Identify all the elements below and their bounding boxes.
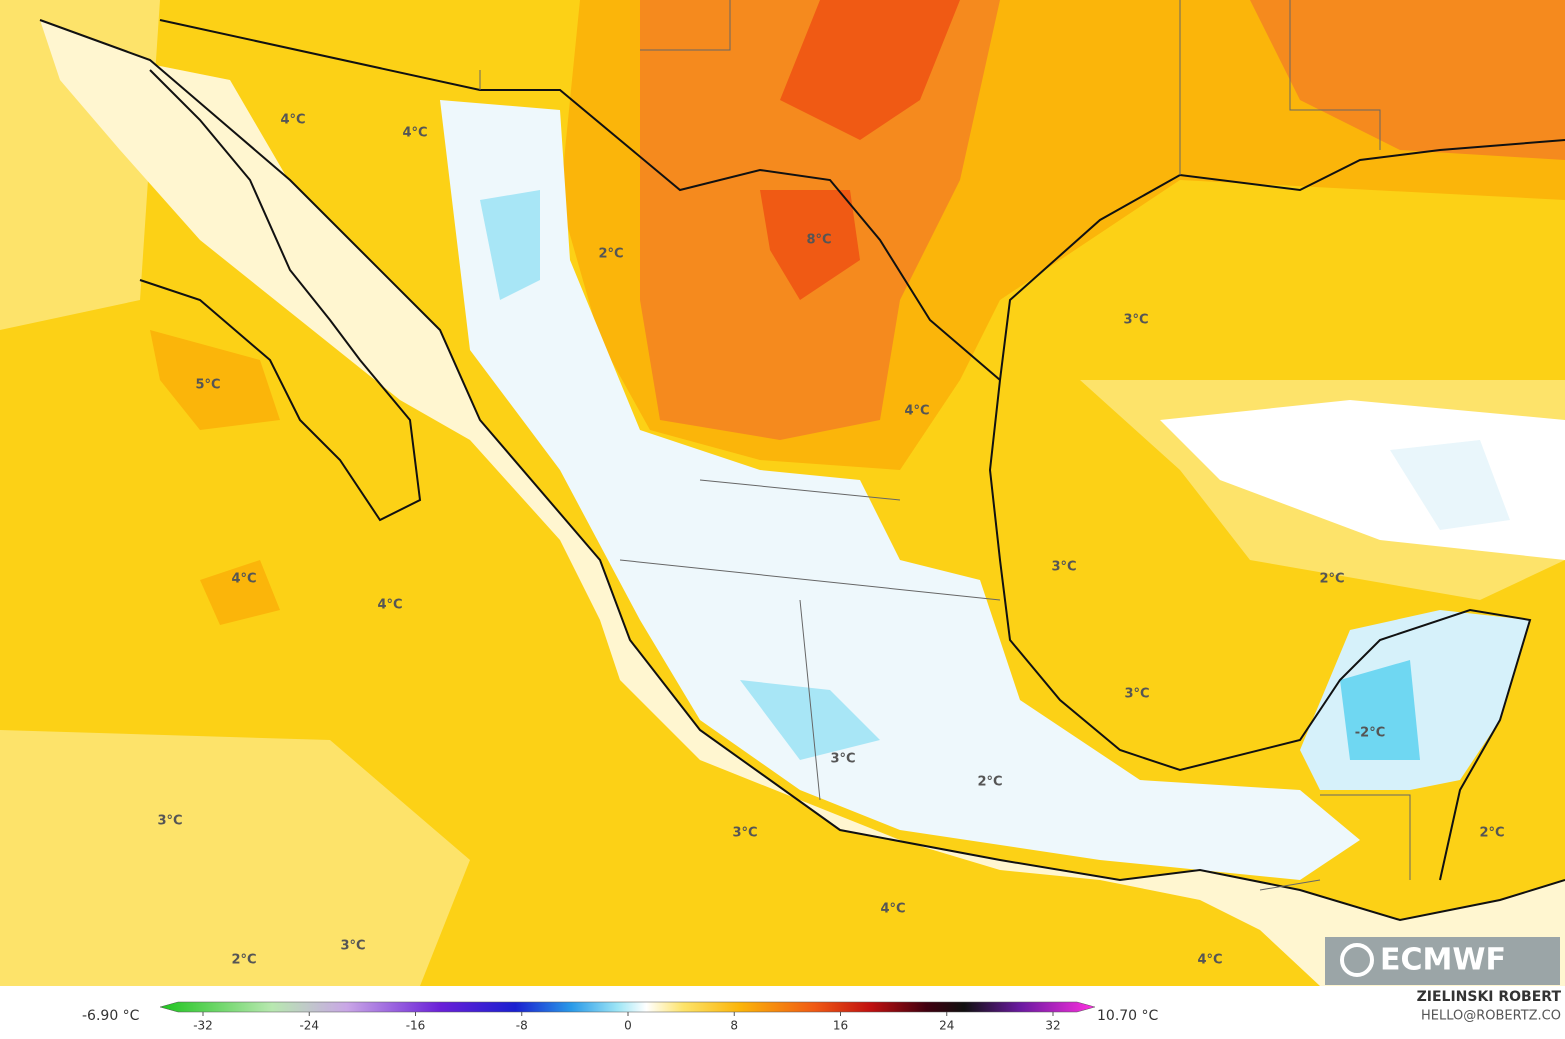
colorbar-tick-label: 8 [730,1019,738,1033]
contact: HELLO@ROBERTZ.CO [1421,1009,1561,1024]
map-labels: 4°C 4°C 2°C 8°C 3°C 5°C 4°C 3°C 2°C 4°C 4°C 3°C -2°C… [157,113,1504,968]
temperature-label: 3°C [340,939,365,954]
colorbar-tick-label: 0 [624,1019,632,1033]
borders [39,19,1565,922]
state-lines [479,0,1411,891]
temperature-label: 3°C [1124,687,1149,702]
temperature-label: 3°C [732,826,757,841]
colorbar-tick-label: 16 [833,1019,848,1033]
temperature-label: 2°C [231,953,256,968]
map-field [0,0,1565,986]
colorbar-tick-label: 24 [939,1019,954,1033]
colorbar-tick-label: -8 [516,1019,528,1033]
logo: ECMWF [1325,937,1560,985]
logo-icon [1340,943,1374,977]
temperature-label: 3°C [1051,560,1076,575]
temperature-label: -2°C [1355,726,1385,741]
temperature-label: 4°C [904,404,929,419]
temperature-label: 3°C [1123,313,1148,328]
temperature-label: 4°C [231,572,256,587]
colorbar-min: -6.90 °C [82,1008,140,1024]
colorbar-max: 10.70 °C [1097,1008,1159,1024]
temperature-label: 2°C [1319,572,1344,587]
colorbar-tick-label: -32 [193,1019,213,1033]
temperature-label: 8°C [806,233,831,248]
temperature-label: 5°C [195,378,220,393]
temperature-label: 3°C [830,752,855,767]
temperature-label: 4°C [402,126,427,141]
temperature-label: 2°C [1479,826,1504,841]
temperature-label: 4°C [880,902,905,917]
temperature-label: 3°C [157,814,182,829]
temperature-label: 4°C [280,113,305,128]
colorbar-tick-label: -16 [406,1019,426,1033]
temperature-label: 2°C [598,247,623,262]
colorbar-tick-label: 32 [1045,1019,1060,1033]
author: ZIELINSKI ROBERT [1417,989,1562,1005]
temperature-label: 2°C [977,775,1002,790]
colorbar-tick-label: -24 [299,1019,319,1033]
colorbar: -6.90 °C 10.70 °C -32 -24 -16 -8 0 8 16 24 32 [82,1001,1159,1033]
temperature-label: 4°C [377,598,402,613]
colorbar-ramp [159,1001,1096,1013]
temperature-label: 4°C [1197,953,1222,968]
logo-text: ECMWF [1380,943,1506,978]
